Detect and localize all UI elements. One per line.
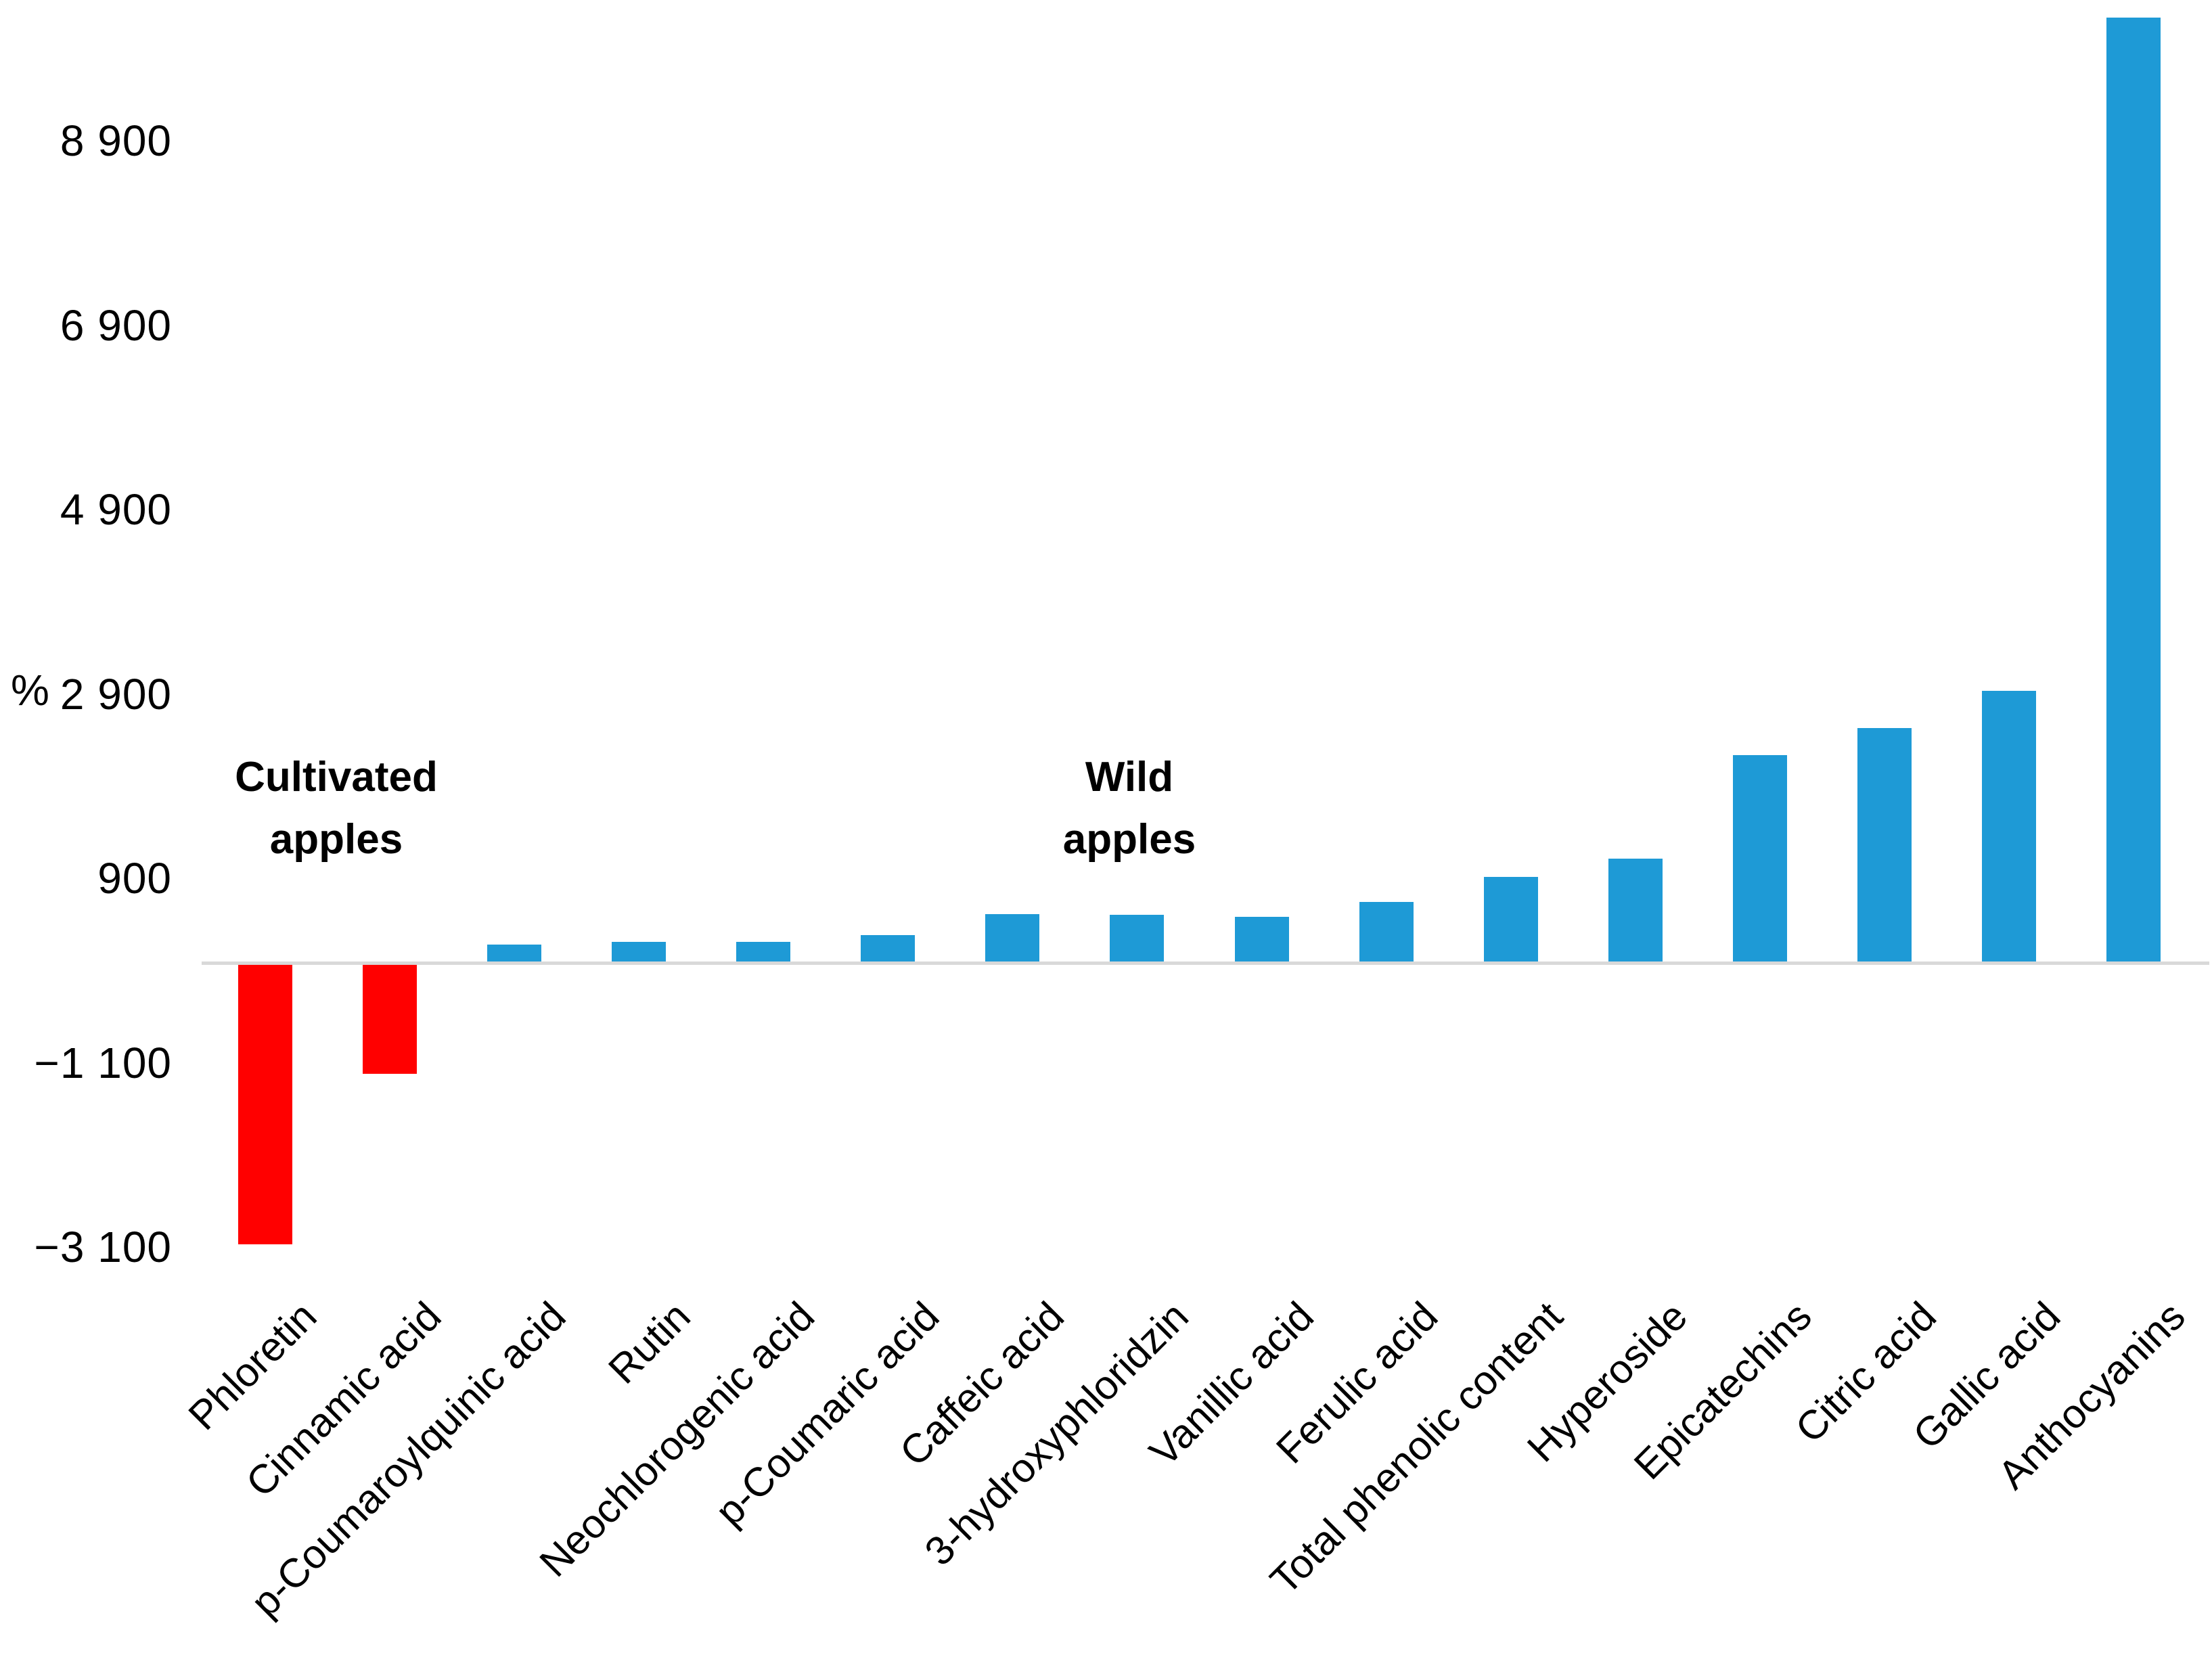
bar-vanillic-acid <box>1235 917 1289 963</box>
x-axis-category-label: p-Coumaric acid <box>706 1293 948 1535</box>
bar-total-phenolic-content <box>1484 877 1538 963</box>
y-axis-tick-label: 8 900 <box>60 116 172 165</box>
bar-caffeic-acid <box>985 914 1039 963</box>
y-axis-tick-label: −1 100 <box>34 1039 172 1087</box>
y-axis-tick-label: 900 <box>97 854 172 903</box>
bar-epicatechins <box>1733 755 1787 963</box>
bar-neochlorogenic-acid <box>736 942 790 963</box>
bar-citric-acid <box>1857 728 1912 963</box>
y-axis-tick-label: 4 900 <box>60 485 172 534</box>
bar-anthocyanins <box>2106 18 2161 963</box>
bar-cinnamic-acid <box>363 963 417 1074</box>
x-axis-line <box>202 961 2209 965</box>
bar-ferulic-acid <box>1359 902 1414 963</box>
y-axis-tick-label: −3 100 <box>34 1223 172 1271</box>
y-axis-tick-label: 6 900 <box>60 301 172 350</box>
y-axis-tick-label: 2 900 <box>60 670 172 719</box>
bar-rutin <box>612 942 666 963</box>
group-annotation: Wild apples <box>1062 754 1196 863</box>
y-axis-unit-label: % <box>11 666 49 715</box>
bar-p-coumaric-acid <box>861 935 915 963</box>
bar-hyperoside <box>1608 859 1663 963</box>
x-axis-category-label: Rutin <box>600 1293 699 1392</box>
bar-p-coumaroylquinic-acid <box>487 945 541 963</box>
bar-3-hydroxyphloridzin <box>1110 915 1164 963</box>
group-annotation: Cultivated apples <box>235 754 438 863</box>
bar-phloretin <box>238 963 292 1244</box>
bar-gallic-acid <box>1982 691 2036 963</box>
